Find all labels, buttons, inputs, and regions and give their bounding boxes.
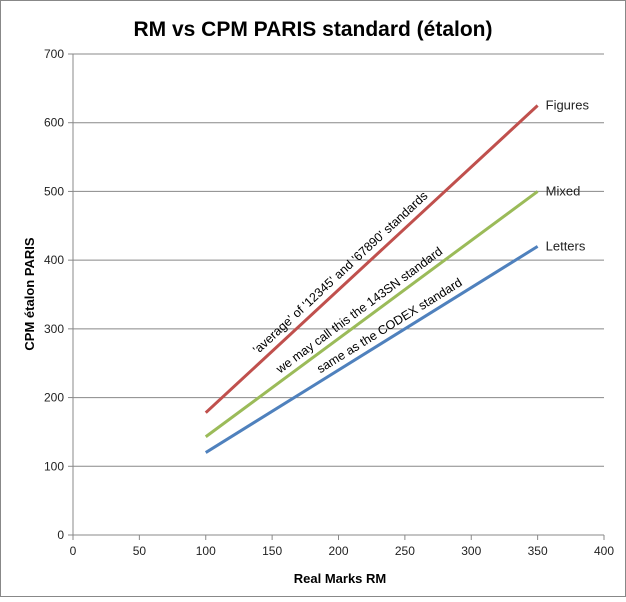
x-tick-label: 200 [328, 544, 348, 558]
x-tick-label: 0 [70, 544, 77, 558]
y-tick-label: 400 [44, 253, 64, 267]
y-tick-label: 100 [44, 459, 64, 473]
x-tick-label: 400 [594, 544, 614, 558]
x-tick-label: 50 [133, 544, 147, 558]
series-line-letters [204, 245, 539, 454]
chart-title: RM vs CPM PARIS standard (étalon) [134, 18, 493, 41]
y-tick-label: 0 [57, 528, 64, 542]
x-tick-label: 300 [461, 544, 481, 558]
x-axis-label: Real Marks RM [294, 571, 386, 586]
series-label-figures: Figures [546, 98, 590, 113]
x-tick-label: 100 [196, 544, 216, 558]
y-tick-label: 600 [44, 116, 64, 130]
y-tick-label: 200 [44, 391, 64, 405]
series-line-figures [204, 104, 539, 414]
y-axis-label: CPM étalon PARIS [22, 237, 37, 350]
series-label-mixed: Mixed [546, 183, 581, 198]
series-line-mixed [204, 190, 539, 438]
y-tick-label: 300 [44, 322, 64, 336]
series-label-letters: Letters [546, 238, 586, 253]
y-tick-label: 700 [44, 47, 64, 61]
x-tick-label: 350 [528, 544, 548, 558]
y-tick-label: 500 [44, 184, 64, 198]
x-tick-label: 150 [262, 544, 282, 558]
x-tick-label: 250 [395, 544, 415, 558]
